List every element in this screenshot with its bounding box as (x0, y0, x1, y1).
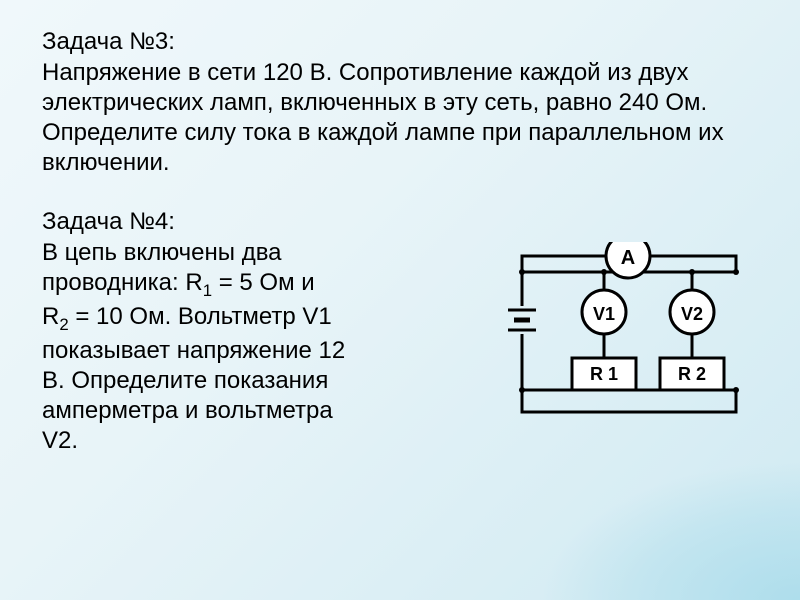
svg-text:A: A (621, 247, 635, 269)
problem4-title: Задача №4: (42, 208, 474, 236)
voltmeter2-icon: V2 (670, 290, 714, 334)
battery-icon (508, 310, 536, 330)
voltmeter1-icon: V1 (582, 290, 626, 334)
svg-text:R 2: R 2 (678, 364, 706, 384)
svg-text:R 1: R 1 (590, 364, 618, 384)
problem3-text: Напряжение в сети 120 В. Сопротивление к… (42, 58, 758, 178)
ammeter-icon: A (606, 242, 650, 278)
problem3-title: Задача №3: (42, 28, 758, 56)
resistor2-icon: R 2 (660, 358, 724, 390)
resistor1-icon: R 1 (572, 358, 636, 390)
circuit-diagram: A V1 V2 R 1 (498, 242, 758, 432)
problem4-text: В цепь включены два проводника: R1 = 5 О… (42, 238, 474, 456)
svg-text:V2: V2 (681, 304, 703, 324)
svg-text:V1: V1 (593, 304, 615, 324)
